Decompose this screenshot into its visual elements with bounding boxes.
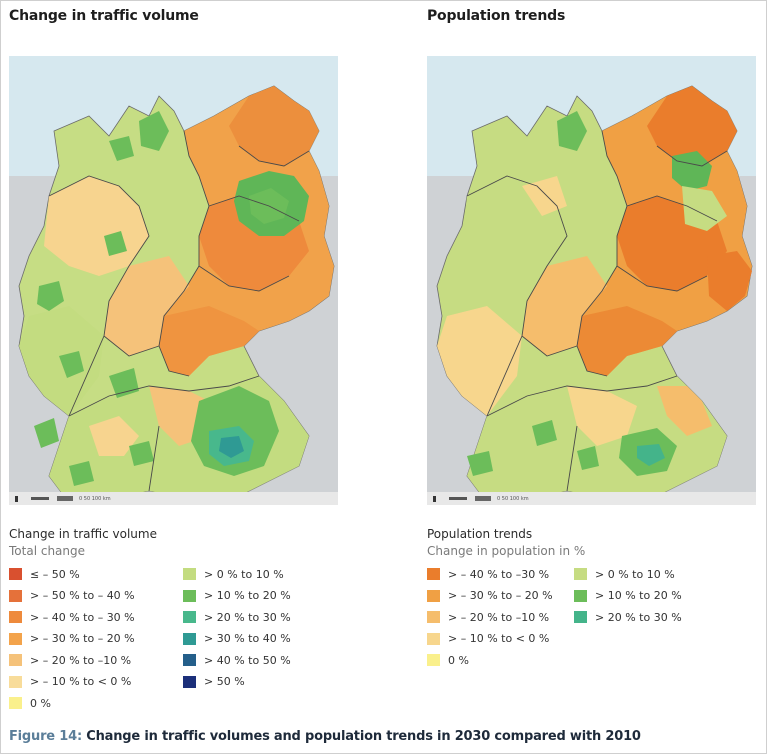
population-legend-item: > – 10 % to < 0 % xyxy=(427,631,549,647)
map-scale-text: 0 50 100 km xyxy=(497,496,529,502)
traffic-volume-map: 0 50 100 km xyxy=(9,56,338,505)
traffic-legend-label: > – 50 % to – 40 % xyxy=(30,589,135,602)
population-legend-item: > – 30 % to – 20 % xyxy=(427,588,553,604)
traffic-legend-swatch xyxy=(183,589,196,602)
population-legend-swatch xyxy=(427,589,440,602)
population-legend-swatch xyxy=(427,632,440,645)
population-legend-label: > – 40 % to –30 % xyxy=(448,567,550,581)
traffic-legend-swatch xyxy=(9,654,22,666)
population-legend-label: 0 % xyxy=(448,653,469,667)
traffic-legend-item: > – 20 % to –10 % xyxy=(9,652,131,668)
population-legend-swatch xyxy=(427,654,440,666)
traffic-legend-label: ≤ – 50 % xyxy=(30,567,80,581)
traffic-legend-item: > 10 % to 20 % xyxy=(183,588,291,604)
population-legend-swatch xyxy=(427,611,440,623)
traffic-legend-label: > 0 % to 10 % xyxy=(204,567,284,581)
population-legend-label: > – 20 % to –10 % xyxy=(448,610,550,624)
right-legend-title: Population trends xyxy=(427,527,533,541)
traffic-legend-item: > – 10 % to < 0 % xyxy=(9,674,131,690)
traffic-map-graphic xyxy=(9,56,338,505)
population-legend-swatch xyxy=(427,568,440,580)
left-legend-title: Change in traffic volume xyxy=(9,527,157,541)
traffic-legend-item: 0 % xyxy=(9,695,51,711)
traffic-legend-swatch xyxy=(183,568,196,580)
population-legend-swatch xyxy=(574,589,587,602)
population-map-graphic xyxy=(427,56,756,505)
traffic-legend-swatch xyxy=(183,632,196,645)
population-legend-label: > 10 % to 20 % xyxy=(595,589,682,602)
traffic-legend-label: > 20 % to 30 % xyxy=(204,610,291,624)
left-legend-subtitle: Total change xyxy=(9,544,86,558)
population-legend-item: > 0 % to 10 % xyxy=(574,566,675,582)
traffic-legend-swatch xyxy=(183,611,196,623)
traffic-legend-swatch xyxy=(9,568,22,580)
population-legend-label: > 20 % to 30 % xyxy=(595,610,682,624)
population-trends-map: 0 50 100 km xyxy=(427,56,756,505)
traffic-legend-label: > 50 % xyxy=(204,675,245,688)
traffic-legend-swatch xyxy=(9,589,22,602)
traffic-legend-label: > – 30 % to – 20 % xyxy=(30,632,135,645)
map-scale-text: 0 50 100 km xyxy=(79,496,111,502)
population-legend-label: > – 30 % to – 20 % xyxy=(448,589,553,602)
figure-label: Figure 14: xyxy=(9,729,82,744)
traffic-legend-item: > 50 % xyxy=(183,674,245,690)
population-legend-item: > 20 % to 30 % xyxy=(574,609,682,625)
traffic-legend-label: > 40 % to 50 % xyxy=(204,653,291,667)
traffic-legend-label: > – 10 % to < 0 % xyxy=(30,675,132,688)
traffic-legend-item: > 40 % to 50 % xyxy=(183,652,291,668)
traffic-legend-item: ≤ – 50 % xyxy=(9,566,80,582)
traffic-legend-label: > 30 % to 40 % xyxy=(204,632,291,645)
traffic-legend-label: > 10 % to 20 % xyxy=(204,589,291,602)
traffic-legend-item: > – 50 % to – 40 % xyxy=(9,588,135,604)
traffic-legend-item: > 0 % to 10 % xyxy=(183,566,284,582)
population-legend-item: 0 % xyxy=(427,652,469,668)
traffic-legend-swatch xyxy=(9,611,22,623)
population-legend-item: > – 40 % to –30 % xyxy=(427,566,549,582)
traffic-legend-swatch xyxy=(9,632,22,645)
left-panel-title: Change in traffic volume xyxy=(9,8,199,24)
figure-caption: Figure 14: Change in traffic volumes and… xyxy=(9,729,641,744)
population-legend-label: > 0 % to 10 % xyxy=(595,567,675,581)
traffic-legend-swatch xyxy=(183,675,196,688)
population-legend-swatch xyxy=(574,611,587,623)
population-legend-item: > 10 % to 20 % xyxy=(574,588,682,604)
right-legend-subtitle: Change in population in % xyxy=(427,544,586,558)
traffic-legend-item: > 20 % to 30 % xyxy=(183,609,291,625)
population-legend-swatch xyxy=(574,568,587,580)
traffic-legend-swatch xyxy=(9,697,22,709)
traffic-legend-label: 0 % xyxy=(30,696,51,710)
traffic-legend-label: > – 40 % to – 30 % xyxy=(30,610,135,624)
right-panel-title: Population trends xyxy=(427,8,566,24)
traffic-legend-item: > – 40 % to – 30 % xyxy=(9,609,135,625)
traffic-legend-swatch xyxy=(9,675,22,688)
caption-text: Change in traffic volumes and population… xyxy=(81,729,641,744)
traffic-legend-swatch xyxy=(183,654,196,666)
traffic-legend-item: > – 30 % to – 20 % xyxy=(9,631,135,647)
population-legend-label: > – 10 % to < 0 % xyxy=(448,632,550,645)
traffic-legend-label: > – 20 % to –10 % xyxy=(30,653,132,667)
traffic-legend-item: > 30 % to 40 % xyxy=(183,631,291,647)
population-legend-item: > – 20 % to –10 % xyxy=(427,609,549,625)
